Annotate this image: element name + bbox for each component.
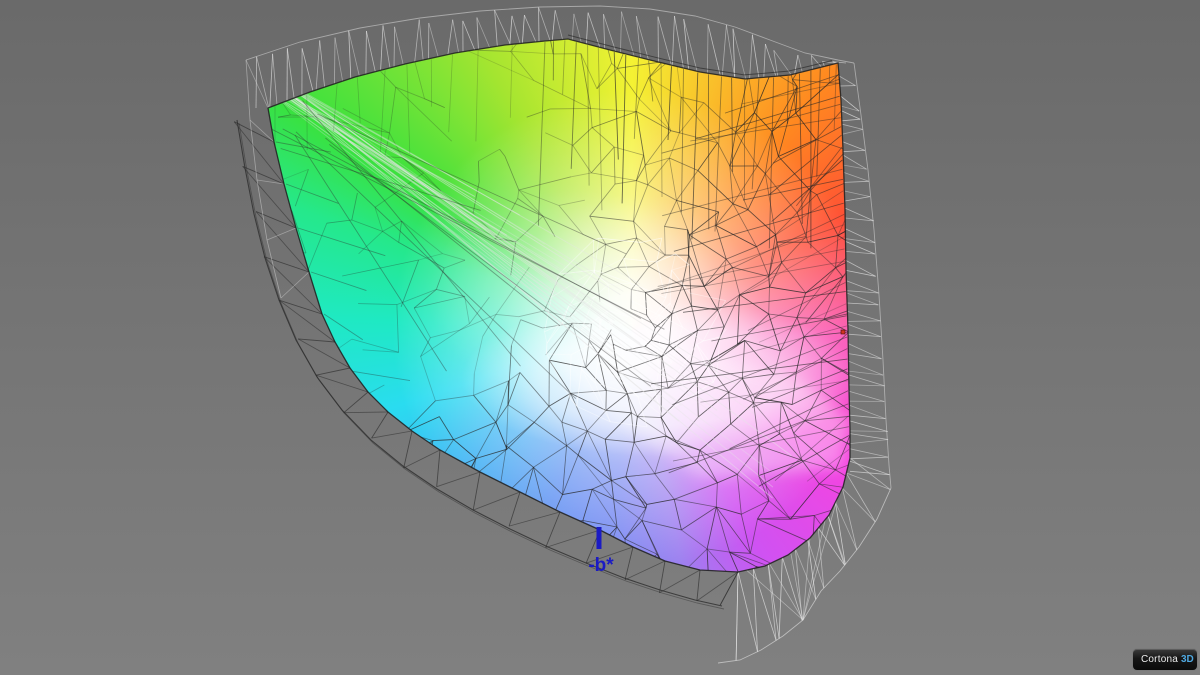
gamut-mesh-wireframe bbox=[268, 39, 850, 572]
l-axis-label: L* bbox=[598, 317, 615, 334]
b-axis-tick bbox=[596, 527, 602, 549]
cortona3d-logo[interactable]: Cortona 3D bbox=[1132, 648, 1198, 671]
reference-gamut-wireframe bbox=[233, 5, 892, 664]
b-axis-label: -b* bbox=[588, 555, 614, 576]
b-axis: -b* bbox=[588, 527, 614, 576]
red-marker-dot bbox=[840, 329, 846, 335]
gamut-outline bbox=[267, 38, 851, 573]
logo-text: Cortona bbox=[1141, 653, 1178, 665]
logo-suffix: 3D bbox=[1180, 653, 1194, 665]
